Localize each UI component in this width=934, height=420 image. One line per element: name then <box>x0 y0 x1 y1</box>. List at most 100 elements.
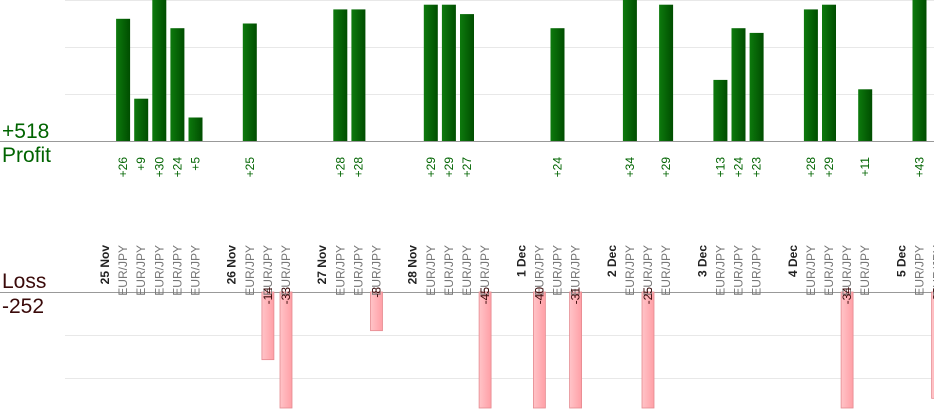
pair-label: EUR/JPY <box>551 245 565 296</box>
loss-value-label: -25 <box>641 287 655 305</box>
loss-value-label: -8 <box>370 287 384 298</box>
loss-value-label: -22 <box>931 287 934 305</box>
loss-bar <box>931 291 934 399</box>
date-label: 1 Dec <box>514 245 528 277</box>
profit-value-label: +26 <box>116 157 130 178</box>
loss-value-label: -33 <box>279 287 293 305</box>
loss-bar <box>370 291 383 332</box>
pair-label: EUR/JPY <box>750 245 764 296</box>
loss-bar <box>478 291 492 409</box>
profit-bar <box>731 28 746 142</box>
profit-value-label: +23 <box>750 157 764 178</box>
loss-bar <box>840 291 854 409</box>
profit-bar <box>460 14 474 142</box>
pair-label: EUR/JPY <box>442 245 456 296</box>
loss-bar <box>569 291 582 409</box>
date-label: 4 Dec <box>786 245 800 277</box>
date-label: 3 Dec <box>695 245 709 277</box>
profit-value-label: +13 <box>713 157 727 178</box>
profit-label: Profit <box>2 144 52 167</box>
pair-label: EUR/JPY <box>732 245 746 296</box>
pair-label: EUR/JPY <box>134 245 148 296</box>
profit-bar <box>423 4 438 142</box>
profit-value-label: +27 <box>460 157 474 178</box>
profit-bar <box>170 28 185 142</box>
loss-value-label: -45 <box>478 287 492 305</box>
loss-bar <box>261 291 275 361</box>
profit-bar <box>803 9 818 142</box>
loss-bar <box>279 291 293 409</box>
pair-label: EUR/JPY <box>641 245 655 296</box>
profit-bar <box>912 0 927 141</box>
pair-label: EUR/JPY <box>659 245 673 296</box>
date-label: 2 Dec <box>605 245 619 277</box>
profit-value-label: +24 <box>551 157 565 178</box>
profit-bar <box>351 9 366 142</box>
pair-label: EUR/JPY <box>460 245 474 296</box>
pair-label: EUR/JPY <box>370 245 384 296</box>
axes <box>0 141 934 293</box>
loss-bar <box>641 291 655 409</box>
profit-bar <box>333 9 348 142</box>
profit-total: +518 <box>2 120 50 143</box>
profit-bar <box>622 0 637 141</box>
loss-bar <box>533 291 546 409</box>
pair-label: EUR/JPY <box>858 245 872 296</box>
profit-bar <box>116 18 131 141</box>
profit-value-label: +34 <box>623 157 637 178</box>
profit-value-label: +29 <box>659 157 673 178</box>
pair-label: EUR/JPY <box>532 245 546 296</box>
pair-label: EUR/JPY <box>152 245 166 296</box>
loss-value-label: -31 <box>569 287 583 305</box>
loss-value-label: -14 <box>261 287 275 305</box>
pair-label: EUR/JPY <box>279 245 293 296</box>
loss-total: -252 <box>2 295 45 318</box>
date-label: 28 Nov <box>406 245 420 285</box>
profit-value-label: +29 <box>822 157 836 178</box>
profit-value-label: +29 <box>442 157 456 178</box>
labels: 25 Nov EUR/JPY +26 EUR/JPY +9 EUR/JPY +30 EUR/J… <box>98 157 934 305</box>
gridlines <box>65 0 934 379</box>
pair-label: EUR/JPY <box>478 245 492 296</box>
loss-value-label: -40 <box>532 287 546 305</box>
profit-value-label: +9 <box>134 157 148 171</box>
profit-value-label: +25 <box>243 157 257 178</box>
profit-bar <box>659 4 674 142</box>
profit-value-label: +30 <box>152 157 166 178</box>
profit-bar <box>441 4 456 142</box>
date-label: 5 Dec <box>894 245 908 277</box>
pair-label: EUR/JPY <box>822 245 836 296</box>
profit-bar <box>749 32 764 141</box>
pair-label: EUR/JPY <box>189 245 203 296</box>
profit-bar <box>713 79 728 141</box>
profit-value-label: +24 <box>170 157 184 178</box>
loss-value-label: -34 <box>840 287 854 305</box>
pair-label: EUR/JPY <box>804 245 818 296</box>
profit-value-label: +28 <box>333 157 347 178</box>
profit-value-label: +29 <box>424 157 438 178</box>
profit-value-label: +43 <box>913 157 927 178</box>
pair-label: EUR/JPY <box>333 245 347 296</box>
profit-value-label: +11 <box>858 157 872 177</box>
pair-label: EUR/JPY <box>243 245 257 296</box>
date-label: 27 Nov <box>315 245 329 285</box>
pair-label: EUR/JPY <box>931 245 934 296</box>
profit-bar <box>152 0 167 141</box>
pair-label: EUR/JPY <box>424 245 438 296</box>
loss-label: Loss <box>2 270 47 293</box>
date-label: 25 Nov <box>98 245 112 285</box>
pair-label: EUR/JPY <box>913 245 927 296</box>
pair-label: EUR/JPY <box>170 245 184 296</box>
profit-bar <box>550 28 565 142</box>
profit-value-label: +5 <box>189 157 203 171</box>
pair-label: EUR/JPY <box>351 245 365 296</box>
profit-value-label: +28 <box>804 157 818 178</box>
profit-bar <box>858 89 873 141</box>
pair-label: EUR/JPY <box>713 245 727 296</box>
profit-bar <box>822 4 836 142</box>
profit-bar <box>188 117 203 141</box>
pair-label: EUR/JPY <box>261 245 275 296</box>
profit-bar <box>242 23 257 141</box>
pair-label: EUR/JPY <box>623 245 637 296</box>
